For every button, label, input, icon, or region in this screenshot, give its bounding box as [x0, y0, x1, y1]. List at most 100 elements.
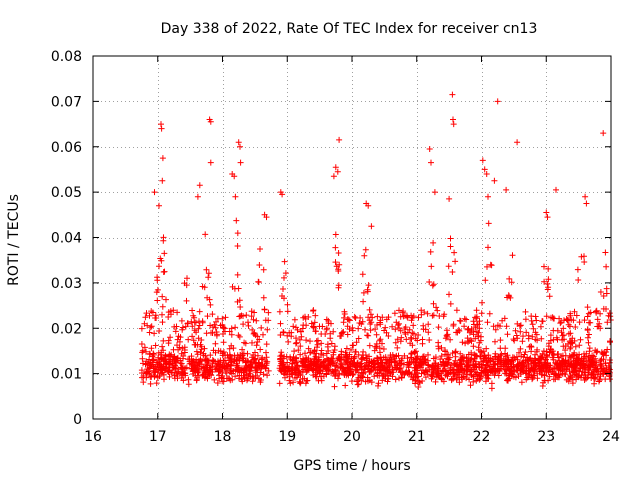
data-point [581, 377, 588, 383]
data-point [202, 231, 209, 238]
data-point [189, 323, 196, 330]
data-point [161, 376, 167, 383]
data-point [184, 275, 190, 282]
data-point [472, 358, 479, 365]
data-point [278, 368, 285, 375]
data-point [228, 325, 235, 332]
data-point [297, 343, 304, 350]
data-point [323, 325, 330, 332]
data-point [567, 354, 574, 361]
data-point [475, 344, 482, 351]
data-point [154, 366, 161, 373]
data-point [217, 357, 224, 364]
data-point [522, 308, 529, 315]
data-point [468, 349, 475, 356]
data-point [206, 296, 213, 303]
data-point [217, 322, 224, 329]
data-point [237, 313, 244, 320]
data-point [311, 347, 318, 354]
data-point [325, 317, 332, 324]
data-point [500, 358, 507, 365]
data-point [281, 274, 287, 281]
data-point [503, 323, 510, 330]
data-point [561, 370, 568, 377]
data-point [543, 209, 550, 216]
data-point [311, 360, 318, 367]
data-point [302, 356, 309, 363]
data-point [584, 304, 591, 311]
data-point [574, 266, 581, 273]
data-point [147, 373, 154, 380]
data-point [436, 313, 443, 319]
data-point [389, 323, 396, 330]
data-point [277, 367, 284, 374]
data-point [284, 308, 291, 315]
data-point [231, 173, 238, 180]
data-point [219, 364, 226, 371]
data-point [338, 333, 345, 339]
data-point [586, 331, 592, 338]
data-point [567, 323, 573, 330]
data-point [502, 345, 509, 352]
data-point [438, 353, 445, 359]
data-point [371, 361, 378, 368]
data-point [482, 378, 489, 385]
data-point [174, 309, 181, 316]
data-point [335, 375, 341, 382]
data-point [441, 362, 448, 369]
data-point [375, 360, 382, 367]
data-point [416, 378, 422, 385]
data-point [291, 316, 298, 323]
data-point [520, 333, 526, 340]
data-point [148, 323, 155, 330]
data-point [570, 365, 577, 372]
data-point [348, 346, 354, 353]
data-point [301, 375, 308, 382]
data-point [221, 325, 228, 332]
data-point [146, 312, 153, 319]
data-point [482, 354, 489, 361]
data-point [553, 365, 560, 372]
data-point [408, 350, 415, 357]
data-point [259, 361, 266, 368]
data-point [249, 339, 255, 346]
data-point [574, 352, 580, 359]
data-point [252, 332, 259, 339]
data-point [560, 325, 567, 332]
data-point [397, 327, 404, 334]
data-point [163, 296, 169, 303]
data-point [482, 372, 489, 379]
data-point [600, 305, 607, 312]
data-point [536, 359, 543, 366]
data-point [253, 342, 260, 349]
data-point [586, 319, 592, 326]
data-point [534, 375, 541, 382]
data-point [307, 349, 313, 356]
data-point [503, 186, 510, 193]
data-point [419, 340, 426, 347]
data-points [138, 91, 614, 392]
data-point [328, 355, 335, 362]
data-point [214, 380, 221, 386]
x-tick-label: 22 [473, 429, 491, 445]
data-point [444, 331, 451, 338]
data-point [457, 364, 464, 370]
data-point [355, 369, 362, 376]
data-point [603, 263, 610, 270]
data-point [467, 382, 474, 389]
data-point [310, 323, 317, 330]
data-point [246, 368, 253, 375]
data-point [457, 350, 464, 357]
data-point [362, 378, 369, 385]
data-point [332, 231, 339, 238]
data-point [556, 372, 563, 379]
data-point [359, 318, 366, 325]
data-point [545, 276, 552, 283]
data-point [143, 348, 149, 355]
data-point [200, 350, 207, 357]
data-point [550, 351, 557, 357]
data-point [514, 335, 521, 342]
data-point [212, 324, 219, 331]
data-point [505, 375, 512, 382]
data-point [367, 327, 374, 334]
